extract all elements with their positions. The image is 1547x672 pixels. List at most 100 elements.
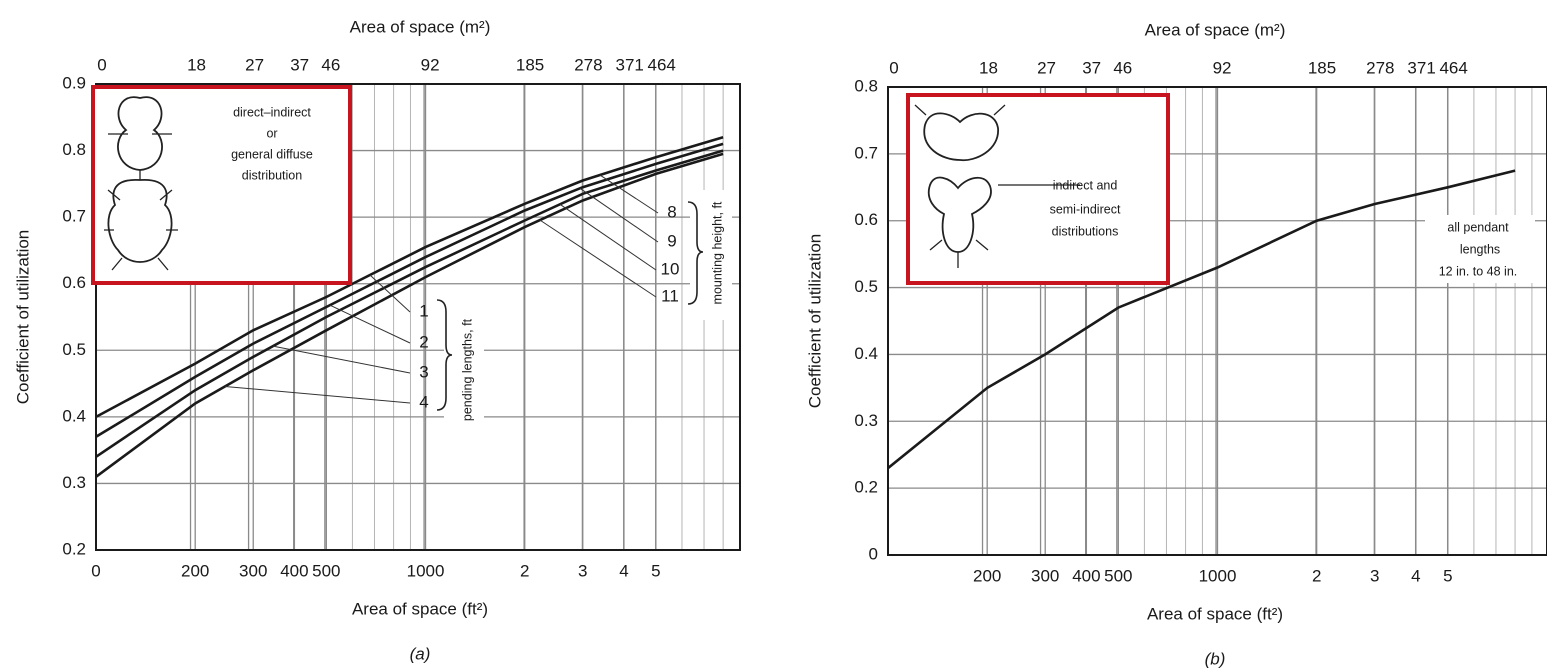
inset-rays [914, 104, 1080, 268]
y-tick-label: 0.6 [854, 210, 878, 229]
series-group-label: mounting height, ft [710, 201, 724, 304]
x-tick-label: 400 [280, 561, 308, 580]
inset-b: indirect and semi-indirect distributions [906, 93, 1170, 285]
y-tick-label: 0.6 [62, 273, 86, 292]
x2-tick-label: 46 [1113, 58, 1132, 77]
x-tick-label: 500 [312, 561, 340, 580]
x2-axis-label: Area of space (m²) [350, 17, 491, 36]
x-tick-label: 4 [619, 561, 628, 580]
x-tick-label: 1000 [1199, 566, 1237, 585]
series-label: 3 [419, 362, 428, 381]
leader-line [559, 203, 657, 271]
x2-tick-label: 18 [187, 55, 206, 74]
curve [887, 169, 1516, 470]
x-tick-label: 3 [578, 561, 587, 580]
x2-tick-label: 37 [1082, 58, 1101, 77]
inset-text: or [266, 126, 277, 140]
leader-line [369, 274, 411, 313]
curve [95, 152, 724, 478]
series-label: 4 [419, 392, 428, 411]
x-tick-label: 2 [1312, 566, 1321, 585]
series-label: 2 [419, 332, 428, 351]
x2-tick-label: 27 [245, 55, 264, 74]
curve [95, 136, 724, 419]
mounting-height-label: 9 [667, 231, 676, 250]
x2-tick-label: 92 [1213, 58, 1232, 77]
plot-frame [887, 86, 1547, 556]
x-tick-label: 3 [1370, 566, 1379, 585]
x2-tick-label: 27 [1037, 58, 1056, 77]
y-tick-label: 0.8 [62, 140, 86, 159]
leader-line [329, 304, 411, 344]
y-tick-label: 0.5 [62, 340, 86, 359]
x2-axis-label: Area of space (m²) [1145, 20, 1286, 39]
curve [95, 149, 724, 458]
y-axis-label: Coefficient of utilization [805, 234, 824, 409]
x-tick-label: 200 [973, 566, 1001, 585]
inset-rays [104, 133, 178, 271]
series-label: 1 [419, 301, 428, 320]
x2-tick-label: 18 [979, 58, 998, 77]
highlight-box [91, 85, 352, 285]
x2-tick-label: 371 [1407, 58, 1435, 77]
note-text: 12 in. to 48 in. [1439, 264, 1518, 278]
y-tick-label: 0.4 [854, 344, 878, 363]
caption: (a) [410, 644, 431, 663]
label-background [444, 290, 484, 440]
distribution-shape [107, 179, 173, 263]
x2-tick-label: 464 [648, 55, 676, 74]
highlight-box [906, 93, 1170, 285]
y-tick-label: 0.9 [62, 73, 86, 92]
x2-tick-label: 46 [321, 55, 340, 74]
brace [687, 201, 704, 305]
y-axis-label: Coefficient of utilization [13, 230, 32, 405]
y-tick-label: 0.2 [854, 478, 878, 497]
inset-text: semi-indirect [1050, 202, 1121, 216]
leader-line [579, 187, 659, 243]
x2-tick-label: 92 [421, 55, 440, 74]
x-axis-label: Area of space (ft²) [352, 599, 488, 618]
note-background [1425, 215, 1535, 283]
x-tick-label: 400 [1072, 566, 1100, 585]
y-tick-label: 0.7 [854, 143, 878, 162]
x-tick-label: 200 [181, 561, 209, 580]
y-tick-label: 0.3 [854, 411, 878, 430]
y-tick-label: 0.5 [854, 277, 878, 296]
y-tick-label: 0.4 [62, 406, 86, 425]
x-tick-label: 5 [651, 561, 660, 580]
distribution-shape [923, 112, 999, 162]
x2-tick-label: 185 [516, 55, 544, 74]
inset-a: direct–indirect or general diffuse distr… [91, 85, 352, 285]
leader-line [272, 345, 411, 374]
x-tick-label: 0 [91, 561, 100, 580]
distribution-shape [927, 176, 992, 253]
x-tick-label: 300 [1031, 566, 1059, 585]
leader-line [599, 174, 659, 214]
x2-tick-label: 278 [1366, 58, 1394, 77]
inset-text: direct–indirect [233, 105, 311, 119]
y-tick-label: 0.8 [854, 76, 878, 95]
inset-text: general diffuse [231, 147, 313, 161]
y-tick-label: 0.2 [62, 539, 86, 558]
plot-frame [95, 83, 741, 551]
mounting-height-label: 8 [667, 202, 676, 221]
x2-tick-label: 371 [616, 55, 644, 74]
curve [95, 142, 724, 438]
caption: (b) [1205, 649, 1226, 668]
leader-line [539, 219, 657, 298]
mounting-height-label: 10 [661, 259, 680, 278]
inset-text: distribution [242, 168, 302, 182]
x-tick-label: 2 [520, 561, 529, 580]
note-text: lengths [1460, 242, 1500, 256]
note-text: all pendant [1447, 220, 1509, 234]
x-tick-label: 4 [1411, 566, 1420, 585]
inset-text: indirect and [1053, 178, 1118, 192]
series-group-label: pending lengths, ft [460, 318, 474, 421]
x-tick-label: 5 [1443, 566, 1452, 585]
x-axis-label: Area of space (ft²) [1147, 604, 1283, 623]
mounting-height-label: 11 [661, 286, 679, 305]
inset-text: distributions [1052, 224, 1119, 238]
y-tick-label: 0.3 [62, 473, 86, 492]
x2-tick-label: 185 [1308, 58, 1336, 77]
